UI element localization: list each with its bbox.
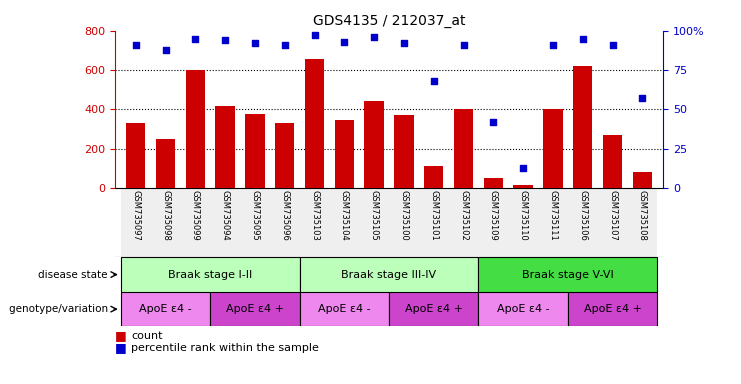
Bar — [568, 292, 657, 326]
Bar — [240, 188, 270, 257]
Text: GSM735109: GSM735109 — [489, 190, 498, 241]
Text: GSM735100: GSM735100 — [399, 190, 408, 241]
Text: GSM735097: GSM735097 — [131, 190, 140, 241]
Point — [279, 42, 290, 48]
Bar — [394, 115, 413, 188]
Bar — [186, 70, 205, 188]
Bar — [389, 188, 419, 257]
Bar — [419, 188, 448, 257]
Bar — [270, 188, 299, 257]
Text: GSM735094: GSM735094 — [221, 190, 230, 241]
Bar — [573, 66, 592, 188]
Point — [488, 119, 499, 125]
Bar — [156, 139, 175, 188]
Bar — [245, 114, 265, 188]
Text: ApoE ε4 -: ApoE ε4 - — [139, 304, 192, 314]
Bar — [628, 188, 657, 257]
Bar — [514, 185, 533, 188]
Text: GSM735095: GSM735095 — [250, 190, 259, 241]
Point — [547, 42, 559, 48]
Text: GSM735101: GSM735101 — [429, 190, 438, 241]
Bar — [121, 257, 299, 292]
Bar — [121, 292, 210, 326]
Text: GSM735111: GSM735111 — [548, 190, 557, 241]
Point — [219, 37, 231, 43]
Point — [607, 42, 619, 48]
Text: Braak stage V-VI: Braak stage V-VI — [522, 270, 614, 280]
Text: Braak stage I-II: Braak stage I-II — [168, 270, 253, 280]
Text: count: count — [131, 331, 163, 341]
Title: GDS4135 / 212037_at: GDS4135 / 212037_at — [313, 14, 465, 28]
Bar — [389, 292, 479, 326]
Bar — [479, 188, 508, 257]
Bar — [479, 257, 657, 292]
Bar — [424, 166, 443, 188]
Text: GSM735106: GSM735106 — [578, 190, 587, 241]
Text: GSM735098: GSM735098 — [161, 190, 170, 241]
Bar — [210, 292, 299, 326]
Text: GSM735103: GSM735103 — [310, 190, 319, 241]
Text: ApoE ε4 -: ApoE ε4 - — [318, 304, 370, 314]
Text: ■: ■ — [115, 341, 130, 354]
Bar — [299, 292, 389, 326]
Text: GSM735105: GSM735105 — [370, 190, 379, 241]
Point — [159, 46, 171, 53]
Point — [368, 34, 380, 40]
Text: GSM735104: GSM735104 — [340, 190, 349, 241]
Text: ApoE ε4 +: ApoE ε4 + — [405, 304, 462, 314]
Point — [576, 35, 588, 41]
Text: Braak stage III-IV: Braak stage III-IV — [342, 270, 436, 280]
Text: GSM735099: GSM735099 — [191, 190, 200, 241]
Bar — [568, 188, 598, 257]
Bar — [335, 120, 354, 188]
Bar — [299, 188, 330, 257]
Bar — [479, 292, 568, 326]
Text: percentile rank within the sample: percentile rank within the sample — [131, 343, 319, 353]
Bar — [330, 188, 359, 257]
Text: disease state: disease state — [39, 270, 111, 280]
Text: genotype/variation: genotype/variation — [9, 304, 111, 314]
Point — [130, 42, 142, 48]
Bar — [484, 178, 503, 188]
Point — [339, 39, 350, 45]
Bar — [543, 109, 562, 188]
Text: GSM735096: GSM735096 — [280, 190, 289, 241]
Text: ApoE ε4 +: ApoE ε4 + — [583, 304, 642, 314]
Bar — [508, 188, 538, 257]
Text: ApoE ε4 -: ApoE ε4 - — [496, 304, 549, 314]
Bar — [275, 123, 294, 188]
Bar — [598, 188, 628, 257]
Point — [637, 95, 648, 101]
Bar — [538, 188, 568, 257]
Bar — [603, 135, 622, 188]
Bar — [216, 106, 235, 188]
Bar — [453, 109, 473, 188]
Bar — [365, 101, 384, 188]
Bar — [126, 123, 145, 188]
Text: GSM735102: GSM735102 — [459, 190, 468, 241]
Bar — [359, 188, 389, 257]
Text: GSM735108: GSM735108 — [638, 190, 647, 241]
Bar — [299, 257, 479, 292]
Text: ApoE ε4 +: ApoE ε4 + — [226, 304, 284, 314]
Bar — [633, 172, 652, 188]
Bar — [150, 188, 180, 257]
Text: ■: ■ — [115, 329, 130, 342]
Bar — [180, 188, 210, 257]
Point — [458, 42, 470, 48]
Point — [190, 35, 202, 41]
Point — [517, 165, 529, 171]
Bar — [305, 59, 325, 188]
Text: GSM735110: GSM735110 — [519, 190, 528, 241]
Bar — [121, 188, 150, 257]
Bar — [448, 188, 479, 257]
Point — [249, 40, 261, 46]
Point — [428, 78, 439, 84]
Bar — [210, 188, 240, 257]
Point — [398, 40, 410, 46]
Text: GSM735107: GSM735107 — [608, 190, 617, 241]
Point — [308, 32, 320, 38]
